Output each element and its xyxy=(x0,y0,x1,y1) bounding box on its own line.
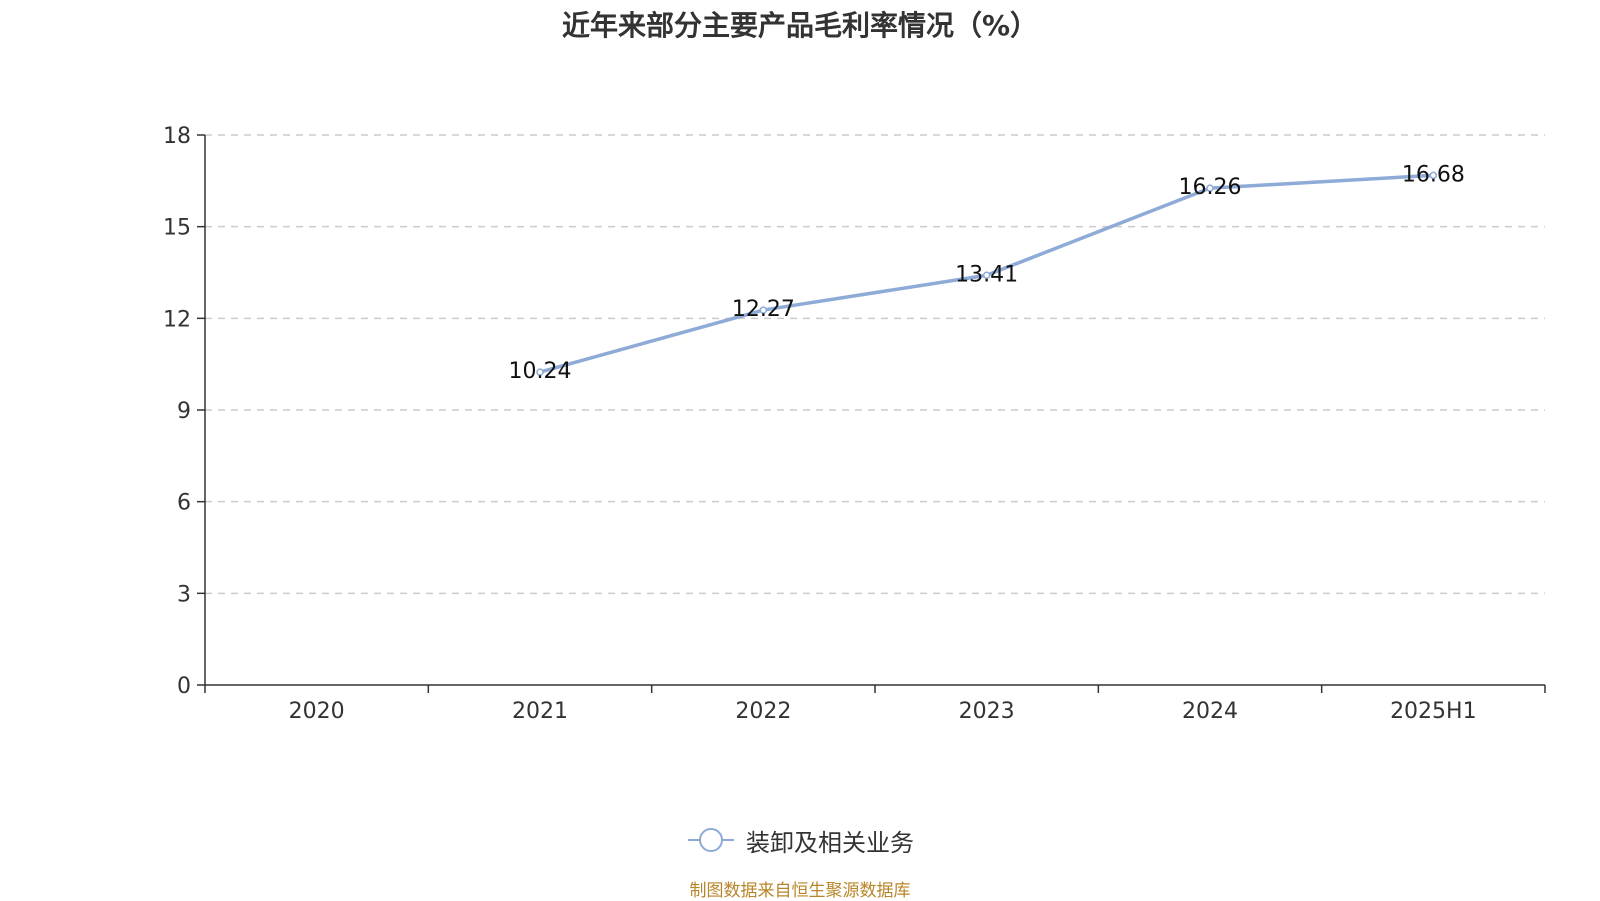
legend-label: 装卸及相关业务 xyxy=(746,828,914,857)
y-tick-label: 18 xyxy=(163,124,191,149)
x-tick-label: 2020 xyxy=(289,699,345,724)
x-tick-label: 2022 xyxy=(735,699,791,724)
chart-title: 近年来部分主要产品毛利率情况（%） xyxy=(561,9,1039,42)
data-label: 12.27 xyxy=(732,297,795,322)
data-label: 13.41 xyxy=(955,262,1018,287)
data-labels: 10.24 12.27 13.41 16.26 16.68 xyxy=(509,162,1465,384)
grid-lines xyxy=(205,134,1545,595)
data-label: 16.26 xyxy=(1179,175,1242,200)
data-point xyxy=(759,306,768,314)
y-tick-label: 3 xyxy=(177,582,191,607)
x-tick-label: 2021 xyxy=(512,699,568,724)
y-tick-label: 6 xyxy=(177,491,191,516)
data-label: 16.68 xyxy=(1402,162,1465,187)
data-label: 10.24 xyxy=(509,359,572,384)
axes: 0 3 6 9 12 15 18 2020 2021 2022 2023 2024 2025H1 xyxy=(163,124,1546,724)
source-note: 制图数据来自恒生聚源数据库 xyxy=(689,881,911,901)
x-tick-label: 2025H1 xyxy=(1390,699,1477,724)
y-tick-label: 12 xyxy=(163,307,191,332)
y-tick-label: 0 xyxy=(177,674,191,699)
series-layer xyxy=(536,171,1438,376)
data-point xyxy=(1429,171,1438,180)
x-tick-label: 2023 xyxy=(959,699,1015,724)
legend[interactable]: 装卸及相关业务 xyxy=(0,820,1600,860)
data-point xyxy=(536,368,544,376)
y-tick-label: 9 xyxy=(177,399,191,424)
y-tick-label: 15 xyxy=(163,216,191,241)
data-point xyxy=(1206,184,1214,192)
x-tick-label: 2024 xyxy=(1182,699,1238,724)
legend-line-marker-icon xyxy=(688,828,734,852)
data-point xyxy=(982,271,991,279)
